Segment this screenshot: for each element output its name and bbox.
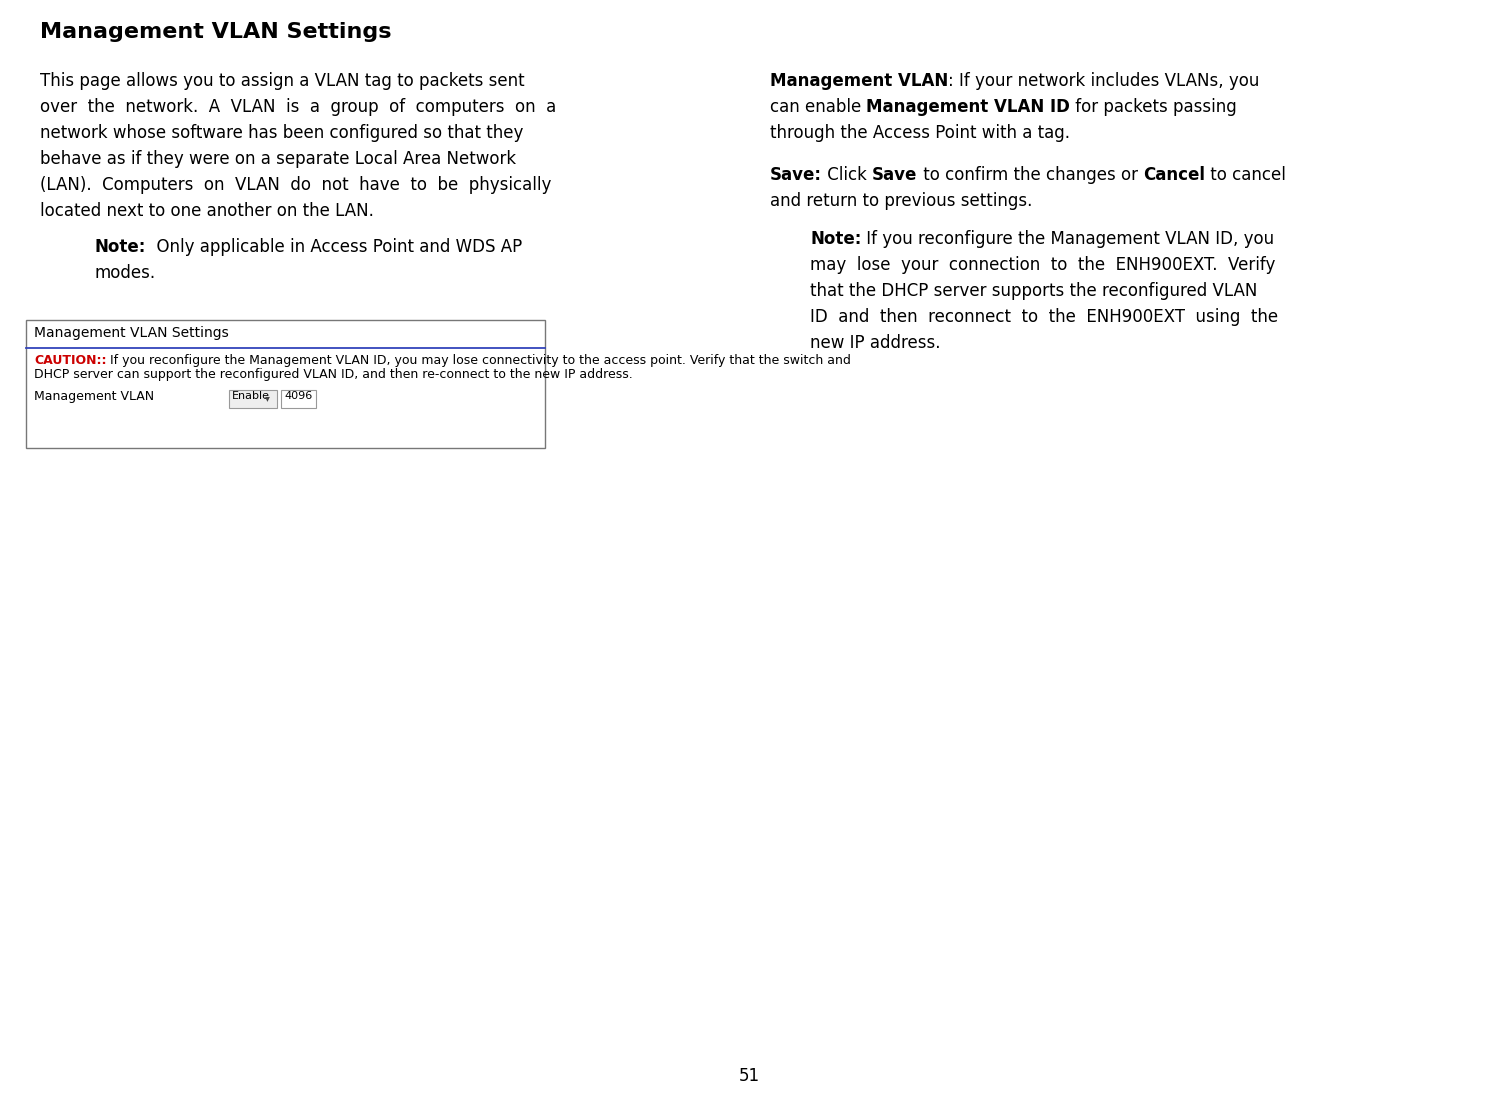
Text: located next to one another on the LAN.: located next to one another on the LAN. [40, 202, 374, 220]
Text: for packets passing: for packets passing [1071, 98, 1237, 116]
Text: may  lose  your  connection  to  the  ENH900EXT.  Verify: may lose your connection to the ENH900EX… [810, 256, 1275, 274]
Text: to confirm the changes or: to confirm the changes or [917, 166, 1143, 184]
Text: behave as if they were on a separate Local Area Network: behave as if they were on a separate Loc… [40, 150, 517, 168]
Text: Save:: Save: [770, 166, 822, 184]
Text: ▾: ▾ [265, 393, 270, 403]
Bar [229, 391, 277, 408]
Text: Click: Click [822, 166, 872, 184]
Text: to cancel: to cancel [1204, 166, 1285, 184]
Text: Management VLAN ID: Management VLAN ID [866, 98, 1071, 116]
Text: 4096: 4096 [285, 391, 312, 402]
Text: 51: 51 [739, 1067, 759, 1085]
Text: and return to previous settings.: and return to previous settings. [770, 192, 1032, 210]
Text: : If your network includes VLANs, you: : If your network includes VLANs, you [948, 72, 1260, 90]
Text: Only applicable in Access Point and WDS AP: Only applicable in Access Point and WDS … [147, 238, 523, 256]
Text: CAUTION::: CAUTION:: [34, 354, 106, 367]
Bar [282, 391, 316, 408]
Bar [25, 320, 545, 448]
Text: Cancel: Cancel [1143, 166, 1204, 184]
Text: Management VLAN: Management VLAN [34, 391, 154, 403]
Text: ID  and  then  reconnect  to  the  ENH900EXT  using  the: ID and then reconnect to the ENH900EXT u… [810, 308, 1278, 326]
Text: that the DHCP server supports the reconfigured VLAN: that the DHCP server supports the reconf… [810, 282, 1257, 299]
Text: (LAN).  Computers  on  VLAN  do  not  have  to  be  physically: (LAN). Computers on VLAN do not have to … [40, 176, 551, 194]
Text: Management VLAN: Management VLAN [770, 72, 948, 90]
Text: new IP address.: new IP address. [810, 333, 941, 352]
Text: Management VLAN Settings: Management VLAN Settings [34, 326, 229, 340]
Text: If you reconfigure the Management VLAN ID, you may lose connectivity to the acce: If you reconfigure the Management VLAN I… [106, 354, 851, 367]
Text: Save: Save [872, 166, 917, 184]
Text: Management VLAN Settings: Management VLAN Settings [40, 22, 391, 42]
Text: DHCP server can support the reconfigured VLAN ID, and then re-connect to the new: DHCP server can support the reconfigured… [34, 367, 632, 381]
Text: over  the  network.  A  VLAN  is  a  group  of  computers  on  a: over the network. A VLAN is a group of c… [40, 98, 556, 116]
Text: Enable: Enable [232, 391, 270, 402]
Text: network whose software has been configured so that they: network whose software has been configur… [40, 124, 523, 142]
Text: If you reconfigure the Management VLAN ID, you: If you reconfigure the Management VLAN I… [861, 230, 1275, 248]
Text: This page allows you to assign a VLAN tag to packets sent: This page allows you to assign a VLAN ta… [40, 72, 524, 90]
Text: Note:: Note: [810, 230, 861, 248]
Text: through the Access Point with a tag.: through the Access Point with a tag. [770, 124, 1070, 142]
Text: Note:: Note: [94, 238, 147, 256]
Text: modes.: modes. [94, 264, 156, 282]
Text: can enable: can enable [770, 98, 866, 116]
